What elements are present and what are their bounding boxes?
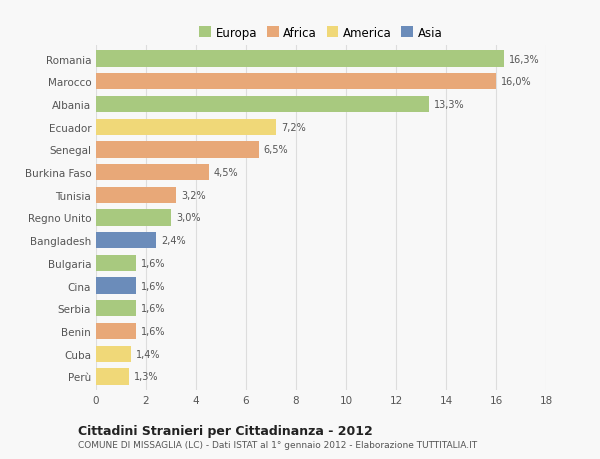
- Bar: [96, 97, 428, 113]
- Text: 1,6%: 1,6%: [141, 303, 166, 313]
- Bar: [96, 369, 128, 385]
- Text: 1,4%: 1,4%: [136, 349, 161, 359]
- Bar: [96, 233, 156, 249]
- Text: 13,3%: 13,3%: [433, 100, 464, 110]
- Text: 16,3%: 16,3%: [509, 55, 539, 64]
- Bar: [96, 255, 136, 271]
- Text: 1,6%: 1,6%: [141, 281, 166, 291]
- Bar: [96, 210, 171, 226]
- Text: 2,4%: 2,4%: [161, 235, 185, 246]
- Legend: Europa, Africa, America, Asia: Europa, Africa, America, Asia: [197, 24, 445, 42]
- Text: 16,0%: 16,0%: [501, 77, 532, 87]
- Bar: [96, 301, 136, 317]
- Bar: [96, 346, 131, 362]
- Bar: [96, 51, 503, 67]
- Text: 1,6%: 1,6%: [141, 326, 166, 336]
- Text: 7,2%: 7,2%: [281, 123, 306, 133]
- Bar: [96, 74, 496, 90]
- Bar: [96, 119, 276, 135]
- Bar: [96, 187, 176, 203]
- Text: 6,5%: 6,5%: [263, 145, 288, 155]
- Text: COMUNE DI MISSAGLIA (LC) - Dati ISTAT al 1° gennaio 2012 - Elaborazione TUTTITAL: COMUNE DI MISSAGLIA (LC) - Dati ISTAT al…: [78, 441, 477, 449]
- Bar: [96, 165, 209, 181]
- Text: 3,2%: 3,2%: [181, 190, 206, 201]
- Bar: [96, 323, 136, 339]
- Text: 1,6%: 1,6%: [141, 258, 166, 269]
- Text: Cittadini Stranieri per Cittadinanza - 2012: Cittadini Stranieri per Cittadinanza - 2…: [78, 424, 373, 437]
- Text: 4,5%: 4,5%: [214, 168, 238, 178]
- Bar: [96, 278, 136, 294]
- Bar: [96, 142, 259, 158]
- Text: 1,3%: 1,3%: [133, 372, 158, 381]
- Text: 3,0%: 3,0%: [176, 213, 200, 223]
